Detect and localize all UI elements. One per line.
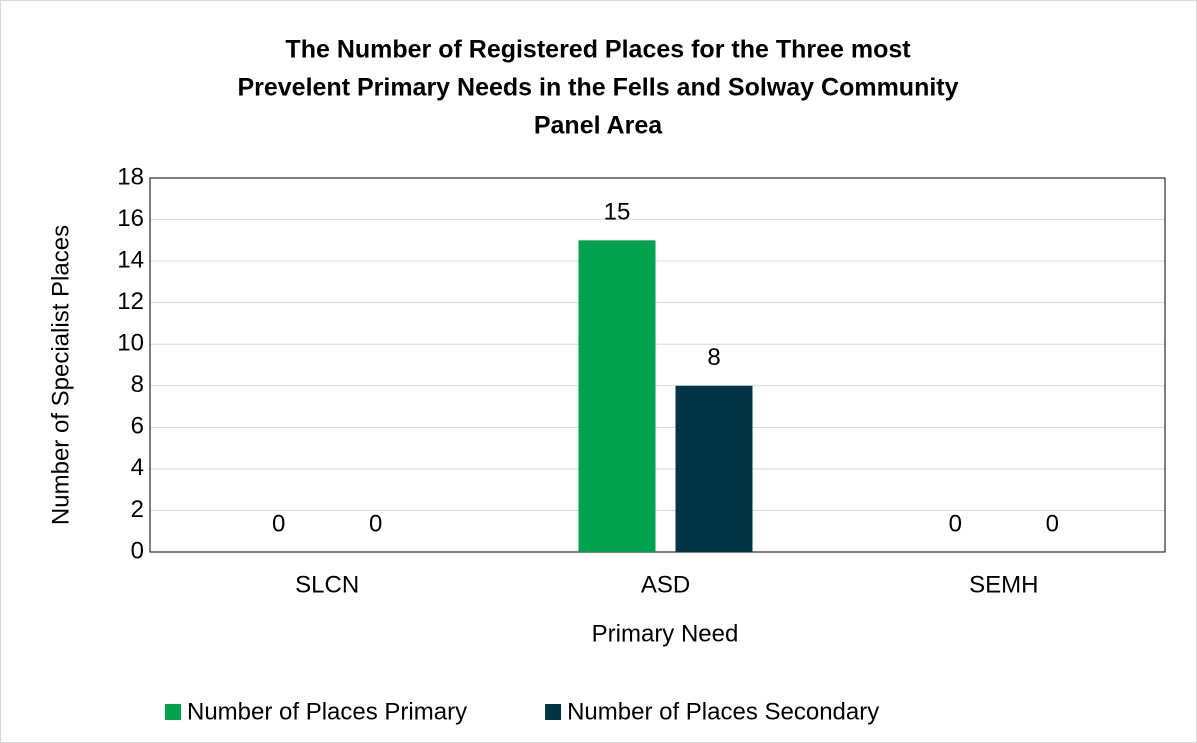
bar [675,385,753,552]
x-axis-label: Primary Need [592,620,739,647]
data-label: 0 [949,510,962,537]
x-tick-label: SLCN [295,571,359,598]
chart-title: Panel Area [534,112,663,140]
data-label: 0 [1046,510,1059,537]
data-label: 8 [707,344,720,371]
y-axis-label: Number of Specialist Places [47,225,74,525]
y-tick-label: 10 [117,330,144,357]
data-label: 15 [604,199,631,226]
y-tick-label: 0 [131,537,144,564]
chart-title: The Number of Registered Places for the … [285,36,911,64]
legend-label: Number of Places Primary [187,698,467,725]
y-tick-label: 16 [117,205,144,232]
data-label: 0 [369,510,382,537]
y-tick-label: 6 [131,413,144,440]
plot-border [149,177,1166,553]
y-tick-label: 8 [131,371,144,398]
y-tick-label: 12 [117,288,144,315]
y-tick-label: 18 [117,163,144,190]
data-label: 0 [272,510,285,537]
legend-swatch [165,704,181,720]
legend-label: Number of Places Secondary [567,698,879,725]
y-tick-label: 14 [117,246,144,273]
bar [578,240,656,553]
legend-swatch [545,704,562,720]
x-tick-label: SEMH [969,571,1038,598]
x-tick-label: ASD [641,571,690,598]
y-tick-label: 2 [131,496,144,523]
y-tick-label: 4 [131,454,144,481]
chart-title: Prevelent Primary Needs in the Fells and… [237,74,958,102]
